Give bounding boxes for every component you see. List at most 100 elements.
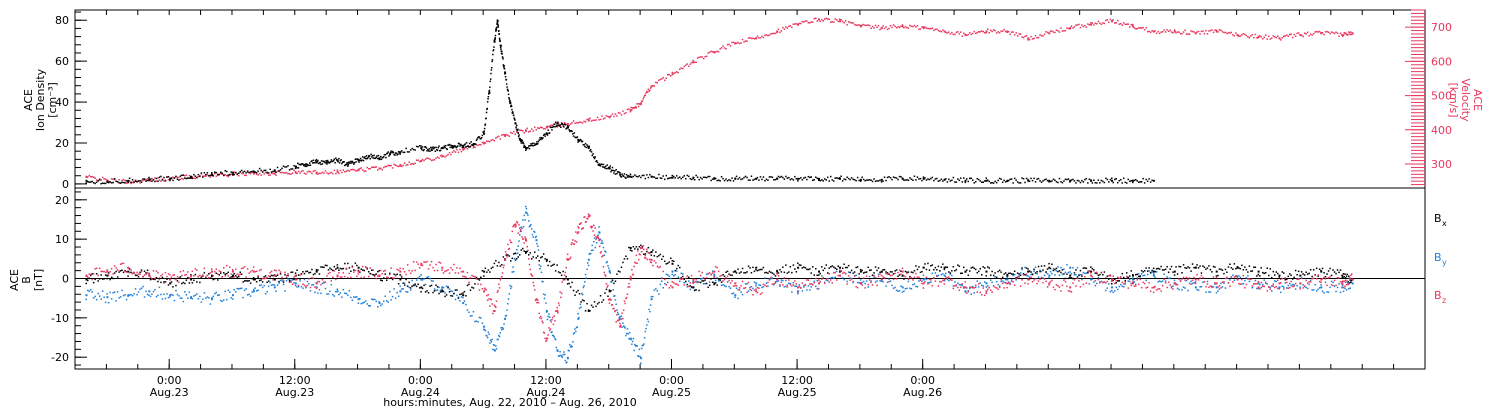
by-point	[1112, 291, 1114, 294]
red-point	[773, 32, 775, 35]
by-point	[1158, 280, 1161, 282]
bz-point	[864, 287, 866, 289]
bz-point	[979, 291, 981, 294]
red-point	[556, 126, 558, 128]
red-point	[1321, 32, 1324, 34]
red-point	[891, 26, 893, 29]
by-point	[229, 291, 231, 293]
by-point	[142, 285, 144, 288]
by-point	[516, 252, 519, 254]
by-point	[143, 296, 146, 298]
bx-datapoint	[1278, 274, 1281, 277]
bx-point	[623, 258, 626, 260]
red-point	[1230, 31, 1233, 34]
bx-point	[770, 271, 772, 274]
by-point	[595, 238, 597, 241]
by-point	[1220, 282, 1222, 285]
by-point	[759, 284, 762, 286]
black-point	[397, 151, 400, 153]
bx-point	[1039, 270, 1041, 273]
red-point	[368, 168, 370, 170]
bz-point	[248, 272, 250, 274]
bx-point	[1178, 265, 1180, 268]
black-point	[970, 177, 972, 180]
by-point	[798, 284, 801, 286]
black-point	[491, 60, 493, 63]
bx-point	[308, 272, 310, 274]
red-point	[200, 173, 203, 175]
by-point	[281, 280, 283, 282]
by-point	[1312, 289, 1315, 291]
bz-point	[997, 288, 999, 291]
black-point	[330, 159, 333, 161]
bz-point	[602, 266, 605, 268]
bx-point	[333, 265, 336, 268]
bx-point	[263, 276, 265, 278]
by-point	[711, 270, 714, 272]
bx-point	[1046, 268, 1049, 270]
by-point	[704, 283, 706, 285]
red-point	[377, 169, 379, 171]
bx-point	[1253, 266, 1255, 268]
red-point	[630, 106, 632, 109]
red-point	[348, 170, 351, 172]
black-point	[281, 167, 283, 170]
bx-point	[713, 283, 715, 286]
red-point	[417, 159, 419, 161]
bz-point	[804, 284, 807, 286]
by-point	[539, 268, 541, 270]
by-point	[1259, 283, 1261, 286]
red-point	[230, 173, 232, 175]
bz-point	[662, 270, 664, 273]
bz-point	[505, 253, 508, 255]
bx-point	[858, 273, 860, 275]
black-point	[411, 147, 413, 150]
black-point	[353, 161, 356, 164]
bz-point	[224, 275, 226, 277]
bz-point	[217, 273, 219, 275]
bz-point	[569, 258, 571, 260]
black-point	[1123, 177, 1125, 180]
bz-point	[559, 291, 561, 293]
by-point	[834, 276, 836, 278]
bz-point	[957, 286, 959, 289]
by-point	[534, 231, 536, 233]
bz-point	[214, 270, 216, 273]
by-point	[746, 283, 748, 285]
by-point	[847, 271, 850, 273]
black-point	[847, 177, 850, 180]
by-point	[620, 315, 623, 317]
by-point	[731, 292, 733, 295]
bz-point	[833, 272, 835, 274]
bx-point	[577, 289, 579, 292]
black-point	[158, 176, 161, 178]
bx-point	[88, 277, 90, 280]
bx-point	[502, 256, 505, 258]
bx-point	[1223, 272, 1225, 275]
black-point	[324, 162, 327, 164]
black-point	[342, 161, 345, 163]
bz-point	[275, 269, 277, 272]
red-point	[885, 26, 887, 28]
bz-point	[350, 276, 352, 278]
red-point	[472, 147, 475, 149]
by-point	[1291, 283, 1294, 286]
bx-point	[1302, 273, 1304, 275]
bx-point	[1203, 266, 1206, 268]
by-point	[406, 291, 409, 293]
red-point	[865, 24, 868, 27]
by-point	[1058, 274, 1061, 276]
red-point	[1178, 31, 1180, 33]
black-point	[740, 178, 742, 181]
black-point	[362, 156, 364, 158]
by-point	[414, 284, 416, 287]
by-point	[88, 290, 90, 292]
bx-point	[810, 272, 812, 274]
black-point	[499, 39, 501, 41]
bx-point	[605, 288, 608, 291]
black-point	[992, 182, 995, 184]
by-point	[193, 295, 195, 297]
by-point	[1306, 287, 1309, 290]
by-datapoint	[713, 274, 716, 277]
bz-point	[196, 269, 198, 271]
